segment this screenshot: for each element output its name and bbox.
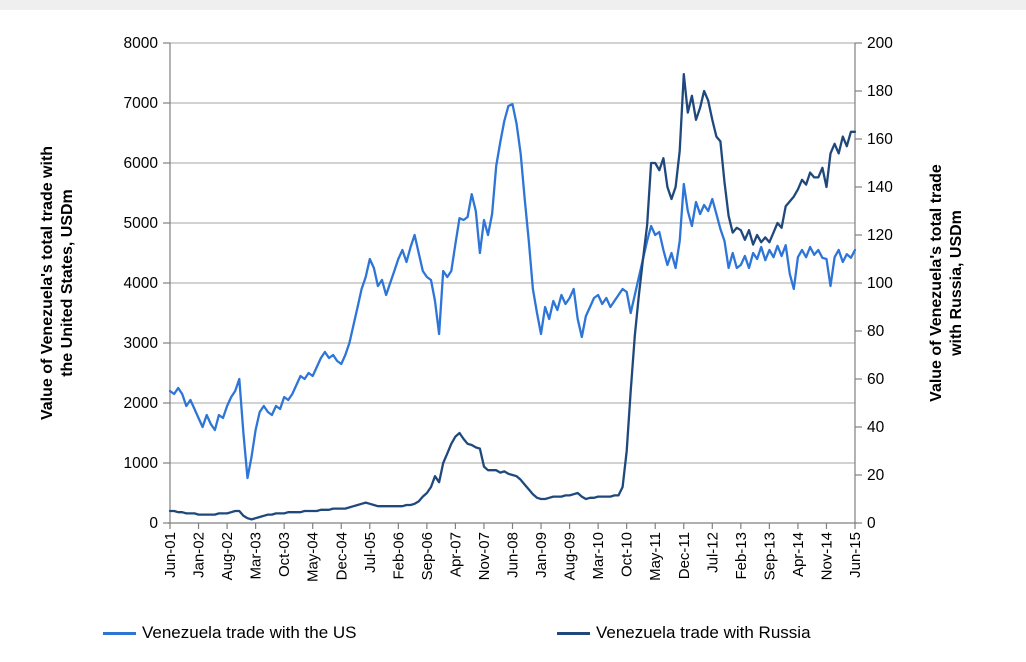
right-tick-label: 60 — [867, 371, 885, 388]
left-axis-title: Value of Venezuela's total trade with the… — [39, 146, 76, 420]
x-tick-label: Oct-10 — [619, 532, 636, 577]
gridlines — [170, 42, 855, 464]
right-tick-label: 100 — [867, 275, 893, 292]
left-tick-label: 1000 — [124, 455, 159, 472]
x-tick-label: Mar-03 — [248, 532, 265, 580]
x-tick-label: Jul-12 — [704, 532, 721, 573]
left-tick-label: 6000 — [124, 155, 159, 172]
x-tick-label: Mar-10 — [590, 532, 607, 580]
left-tick-label: 4000 — [124, 275, 159, 292]
left-tick-label: 8000 — [124, 35, 159, 52]
x-tick-label: Aug-02 — [219, 532, 236, 580]
left-tick-label: 0 — [149, 515, 158, 532]
x-axis-ticks: Jun-01 Jan-02 Aug-02 Mar-03 Oct-03 May-04 Dec-… — [162, 523, 864, 582]
x-tick-label: Nov-07 — [476, 532, 493, 580]
left-axis-ticks: 0 1000 2000 3000 4000 5000 6000 7000 8000 — [124, 35, 170, 532]
right-tick-label: 180 — [867, 83, 893, 100]
right-axis-title: Value of Venezuela's total trade with Rus… — [928, 164, 965, 402]
left-tick-label: 5000 — [124, 215, 159, 232]
left-tick-label: 3000 — [124, 335, 159, 352]
right-tick-label: 0 — [867, 515, 876, 532]
russia-series-label: Venezuela trade with Russia — [596, 623, 811, 642]
right-tick-label: 120 — [867, 227, 893, 244]
x-tick-label: Jul-05 — [362, 532, 379, 573]
x-tick-label: Sep-13 — [761, 532, 778, 580]
x-tick-label: Dec-04 — [333, 532, 350, 580]
right-tick-label: 200 — [867, 35, 893, 52]
x-tick-label: Jun-08 — [505, 532, 522, 578]
x-tick-label: Sep-06 — [419, 532, 436, 580]
legend-item-us: Venezuela trade with the US — [103, 620, 357, 646]
left-tick-label: 2000 — [124, 395, 159, 412]
x-tick-label: Aug-09 — [562, 532, 579, 580]
x-tick-label: Feb-06 — [390, 532, 407, 580]
trade-line-chart: 0 1000 2000 3000 4000 5000 6000 7000 8000 0 20 40 60… — [39, 35, 965, 582]
right-tick-label: 160 — [867, 131, 893, 148]
x-tick-label: May-11 — [647, 532, 664, 581]
x-tick-label: May-04 — [305, 532, 322, 582]
left-tick-label: 7000 — [124, 95, 159, 112]
x-tick-label: Jan-09 — [533, 532, 550, 578]
right-tick-label: 80 — [867, 323, 885, 340]
right-axis-ticks: 0 20 40 60 80 100 120 140 160 180 200 — [855, 35, 893, 532]
x-tick-label: Feb-13 — [733, 532, 750, 580]
russia-series-line — [168, 73, 857, 521]
x-tick-label: Jun-15 — [847, 532, 864, 578]
x-tick-label: Nov-14 — [818, 532, 835, 580]
chart-legend: Venezuela trade with the US Venezuela tr… — [0, 620, 1026, 650]
right-tick-label: 20 — [867, 467, 885, 484]
top-edge-strip — [0, 0, 1026, 10]
legend-item-russia: Venezuela trade with Russia — [557, 620, 811, 646]
right-tick-label: 140 — [867, 179, 893, 196]
x-tick-label: Apr-14 — [790, 532, 807, 577]
x-tick-label: Oct-03 — [276, 532, 293, 577]
us-series-label: Venezuela trade with the US — [142, 623, 357, 642]
x-tick-label: Dec-11 — [676, 532, 693, 579]
us-series-swatch — [103, 631, 136, 635]
x-tick-label: Apr-07 — [447, 532, 464, 577]
right-tick-label: 40 — [867, 419, 885, 436]
x-tick-label: Jan-02 — [191, 532, 208, 578]
x-tick-label: Jun-01 — [162, 532, 179, 578]
russia-series-swatch — [557, 631, 590, 635]
us-series-line — [168, 103, 857, 480]
